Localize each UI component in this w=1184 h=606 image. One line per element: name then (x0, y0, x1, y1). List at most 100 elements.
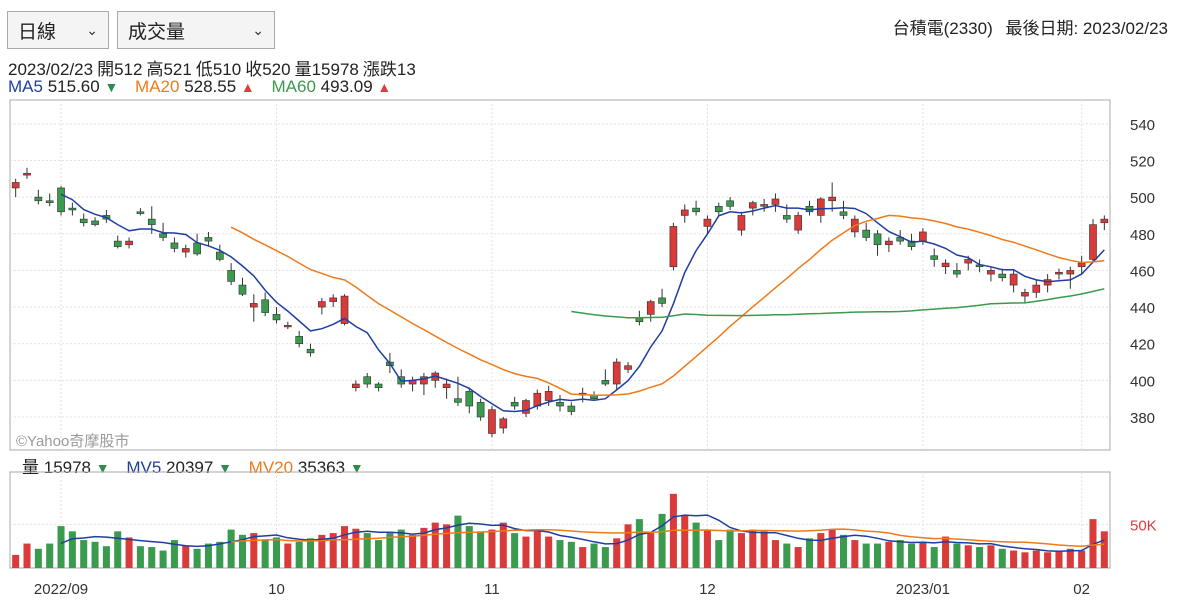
candle-body (862, 229, 871, 238)
candle-body (998, 273, 1007, 279)
volume-bar (522, 536, 530, 568)
volume-bar (454, 515, 462, 568)
price-tick-label: 540 (1130, 117, 1155, 134)
price-tick-label: 520 (1130, 153, 1155, 170)
volume-bar (499, 522, 507, 568)
volume-bar (930, 547, 938, 568)
candle-body (612, 361, 621, 385)
volume-bar (703, 529, 711, 568)
candle-body (748, 202, 757, 209)
candle-body (488, 409, 496, 434)
volume-bar (760, 531, 768, 568)
volume-bar (477, 531, 485, 568)
ma60-line (571, 288, 1105, 319)
price-tick-label: 460 (1130, 263, 1155, 280)
candle-body (941, 262, 950, 268)
volume-tick-label: 50K (1130, 517, 1157, 534)
period-select[interactable]: 日線 ⌄ (7, 11, 109, 49)
candle-body (91, 220, 99, 225)
volume-bar (533, 531, 541, 568)
candle-body (23, 172, 31, 176)
volume-bar (624, 524, 632, 568)
volume-bar (964, 545, 972, 568)
volume-bar (590, 543, 598, 568)
volume-bar (908, 543, 916, 568)
candle-body (646, 301, 655, 315)
volume-bar (216, 541, 224, 568)
volume-bar (919, 541, 927, 568)
candle-body (352, 383, 360, 388)
volume-bar (749, 529, 757, 568)
candle-body (125, 240, 133, 246)
candle-body (249, 303, 258, 308)
volume-bar (46, 543, 54, 568)
candle-body (420, 376, 428, 385)
volume-bar (771, 540, 779, 568)
volume-bar (375, 540, 383, 568)
candle-body (329, 297, 338, 302)
ma20-legend: MA20 528.55 ▲ (135, 77, 255, 96)
candle-body (11, 182, 20, 189)
candle-body (57, 187, 65, 213)
volume-bar (1044, 552, 1052, 568)
ma5-line (60, 193, 1105, 413)
candle-body (635, 317, 644, 323)
candle-body (885, 240, 893, 246)
candle-body (181, 248, 190, 253)
candle-body (669, 226, 678, 268)
chevron-down-icon: ⌄ (252, 21, 264, 38)
ohlc-volume: 量15978 (294, 60, 359, 79)
ma20-value: 528.55 (184, 77, 237, 96)
volume-bar (114, 531, 122, 568)
volume-bar (125, 537, 133, 568)
last-date: 最後日期: 2023/02/23 (1005, 19, 1168, 38)
volume-bar (874, 543, 882, 568)
candle-body (919, 231, 927, 242)
ohlc-open: 開512 (97, 60, 143, 79)
indicator-select-value: 成交量 (128, 21, 186, 43)
candle-body (930, 255, 939, 260)
volume-bar (352, 528, 360, 568)
volume-bar (1010, 550, 1018, 568)
candle-body (771, 198, 780, 205)
candle-body (782, 215, 791, 220)
candle-body (828, 196, 836, 202)
volume-bar (12, 554, 20, 568)
volume-bar (839, 534, 848, 568)
candle-body (1055, 271, 1063, 275)
candle-body (147, 218, 156, 225)
candle-body (442, 383, 451, 388)
volume-bar (1078, 550, 1086, 568)
candle-body (113, 240, 122, 247)
volume-bar (204, 543, 212, 568)
volume-bar (341, 526, 349, 568)
x-tick-label: 12 (699, 581, 716, 598)
candle-body (794, 215, 802, 231)
candle-body (1032, 284, 1041, 293)
volume-bar (295, 541, 303, 568)
volume-bar (443, 524, 451, 568)
volume-bar (170, 540, 178, 568)
ohlc-close: 收520 (245, 60, 291, 79)
candle-body (714, 205, 723, 213)
volume-bar (726, 529, 734, 568)
volume-bar (851, 540, 859, 568)
candle-body (204, 237, 213, 242)
indicator-select[interactable]: 成交量 ⌄ (117, 11, 275, 49)
ma60-value: 493.09 (320, 77, 373, 96)
candle-body (1066, 270, 1075, 275)
candle-body (556, 402, 564, 407)
volume-bar (1100, 531, 1108, 568)
volume-bar (34, 548, 42, 568)
ma20-line (230, 214, 1105, 397)
volume-bar (409, 534, 417, 568)
volume-bar (635, 519, 643, 568)
candle-body (522, 400, 530, 414)
volume-bar (397, 529, 405, 568)
candle-body (476, 402, 485, 418)
candle-body (1089, 224, 1097, 260)
candle-body (703, 218, 712, 227)
candle-body (601, 380, 610, 385)
volume-bar (805, 538, 813, 568)
